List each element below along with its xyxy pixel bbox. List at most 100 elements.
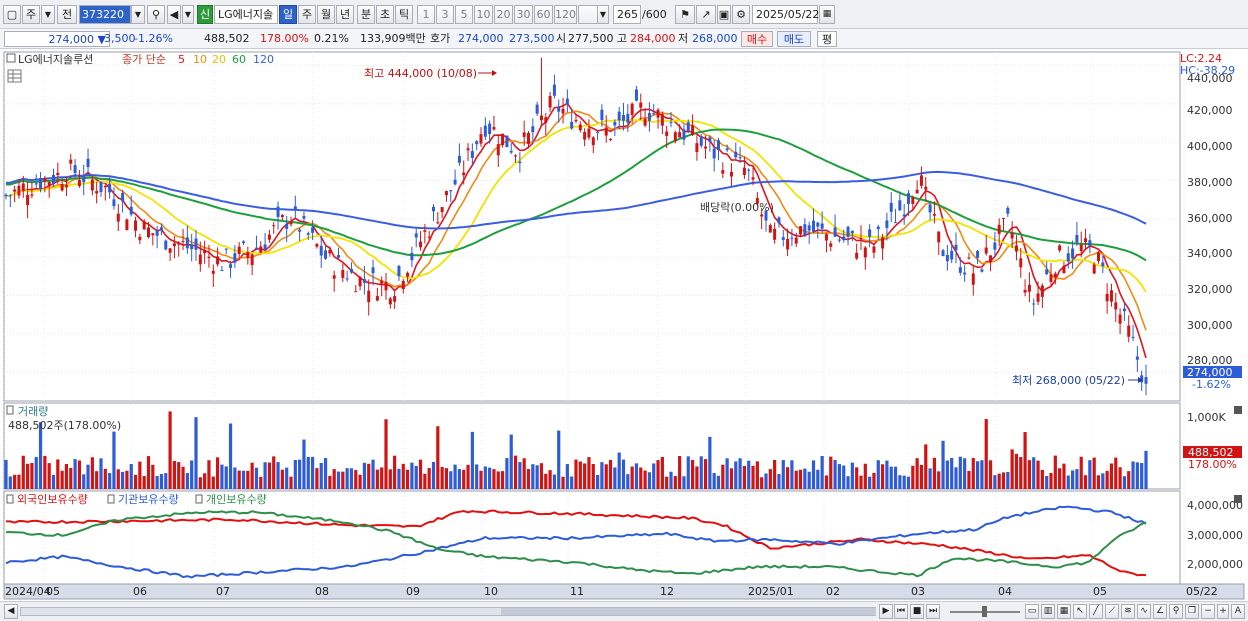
layout-icon[interactable]: ▭ — [1025, 604, 1039, 619]
period-second[interactable]: 초 — [376, 5, 394, 24]
code-dropdown-icon[interactable]: ▼ — [131, 5, 145, 24]
volume-bar — [479, 470, 483, 489]
mode-dropdown-icon[interactable]: ▼ — [41, 5, 55, 24]
interval-dropdown-icon[interactable]: ▼ — [597, 5, 609, 24]
calendar-icon[interactable]: ▦ — [819, 5, 835, 24]
search-icon[interactable]: ⚲ — [147, 5, 165, 24]
candle-body — [833, 227, 837, 237]
mode-select[interactable]: 주 — [22, 5, 40, 24]
volume-bar — [747, 460, 751, 489]
save-icon[interactable]: ▣ — [717, 5, 731, 24]
candle-body — [142, 221, 146, 230]
zoom-in-icon[interactable]: + — [1217, 604, 1229, 619]
candle-body — [34, 183, 38, 185]
interval-120[interactable]: 120 — [554, 5, 577, 24]
zoom-out-icon[interactable]: − — [1201, 604, 1215, 619]
high-label: 고 — [617, 32, 628, 45]
scroll-right-icon[interactable]: ▶ — [879, 604, 893, 619]
candle-body — [630, 103, 634, 116]
interval-3[interactable]: 3 — [436, 5, 454, 24]
sell-button[interactable]: 매도 — [777, 31, 811, 47]
period-month[interactable]: 월 — [317, 5, 335, 24]
volume-bar — [341, 471, 345, 489]
zoom-slider-handle[interactable] — [982, 606, 987, 617]
period-tick[interactable]: 틱 — [395, 5, 413, 24]
volume-bar — [475, 464, 479, 489]
stop-icon[interactable]: ■ — [910, 604, 924, 619]
interval-1[interactable]: 1 — [417, 5, 435, 24]
volume-bar — [254, 467, 259, 489]
magnifier-icon[interactable]: ⚲ — [1169, 604, 1183, 619]
cursor-icon[interactable]: ↖ — [1073, 604, 1087, 619]
holding-panel-close-icon[interactable] — [1234, 495, 1242, 503]
interval-10[interactable]: 10 — [474, 5, 493, 24]
stock-chart[interactable]: LG에너지솔루션 종가 단순 5 10 20 60 120 LC:2.24 HC… — [0, 49, 1248, 601]
angle-icon[interactable]: ∠ — [1153, 604, 1167, 619]
candle-body — [578, 124, 582, 131]
candle-body — [570, 121, 574, 129]
volume-panel-close-icon[interactable] — [1234, 406, 1242, 414]
candle-body — [1036, 293, 1040, 302]
split-icon[interactable]: ▥ — [1041, 604, 1055, 619]
indicator-icon[interactable]: ⚑ — [675, 5, 695, 24]
first-icon[interactable]: ⏮ — [894, 604, 908, 619]
gear-icon[interactable]: ⚙ — [732, 5, 750, 24]
interval-30[interactable]: 30 — [514, 5, 533, 24]
candle-body — [155, 230, 159, 236]
fib-icon[interactable]: ≋ — [1121, 604, 1135, 619]
period-minute[interactable]: 분 — [357, 5, 375, 24]
stock-code-input[interactable]: 373220 — [79, 5, 131, 24]
volume-bar — [647, 472, 652, 489]
last-icon[interactable]: ⏭ — [926, 604, 940, 619]
volume-bar — [1040, 469, 1044, 489]
volume-bar — [863, 463, 867, 489]
interval-20[interactable]: 20 — [494, 5, 513, 24]
candle-body — [622, 115, 625, 121]
copy-icon[interactable]: ❐ — [1185, 604, 1199, 619]
period-year[interactable]: 년 — [336, 5, 354, 24]
speaker-icon[interactable]: ◀ — [167, 5, 181, 24]
wave-icon[interactable]: ∿ — [1137, 604, 1151, 619]
interval-5[interactable]: 5 — [455, 5, 473, 24]
candle-body — [855, 252, 859, 259]
window-menu-icon[interactable]: ▢ — [3, 5, 21, 24]
trend-icon[interactable]: ⟋ — [1105, 604, 1119, 619]
candle-body — [345, 278, 349, 280]
candle-body — [894, 222, 898, 224]
period-week[interactable]: 주 — [298, 5, 316, 24]
flat-button[interactable]: 평 — [817, 31, 837, 47]
date-input[interactable]: 2025/05/22 — [752, 5, 819, 24]
x-axis-label: 04 — [998, 585, 1012, 598]
table-icon[interactable] — [7, 69, 22, 83]
candle-body — [341, 270, 345, 278]
buy-button[interactable]: 매수 — [741, 31, 773, 47]
candle-body — [505, 135, 509, 148]
drawing-icon[interactable]: ↗ — [696, 5, 716, 24]
candle-body — [410, 252, 414, 261]
prev-button[interactable]: 전 — [57, 5, 77, 24]
interval-60[interactable]: 60 — [534, 5, 553, 24]
volume-bar — [345, 468, 349, 489]
volume-bar — [380, 467, 384, 489]
speaker-dropdown-icon[interactable]: ▼ — [182, 5, 194, 24]
bid-price: 274,000 — [458, 32, 504, 45]
candle-body — [280, 215, 284, 218]
font-icon[interactable]: A — [1231, 604, 1245, 619]
period-day[interactable]: 일 — [279, 5, 297, 24]
scrollbar-thumb[interactable] — [501, 608, 876, 615]
candle-body — [872, 246, 876, 253]
candle-body — [1097, 252, 1100, 262]
compare-icon[interactable]: ▦ — [1057, 604, 1071, 619]
volume-bar — [1140, 463, 1144, 489]
candle-body — [1027, 284, 1031, 292]
bottom-bar: ◀ ▶ ⏮ ■ ⏭ ▭ ▥ ▦ ↖ ╱ ⟋ ≋ ∿ ∠ ⚲ ❐ − + A — [0, 601, 1248, 621]
line-tool-icon[interactable]: ╱ — [1089, 604, 1103, 619]
stock-name-field[interactable]: LG에너지솔 — [214, 5, 278, 24]
candle-body — [954, 244, 958, 251]
scrollbar[interactable] — [20, 607, 876, 616]
volume-bar — [1075, 469, 1079, 489]
volume-bar — [103, 468, 107, 489]
candle-body — [799, 226, 803, 235]
count-input[interactable]: 265 — [613, 5, 641, 24]
scroll-left-icon[interactable]: ◀ — [4, 604, 18, 619]
